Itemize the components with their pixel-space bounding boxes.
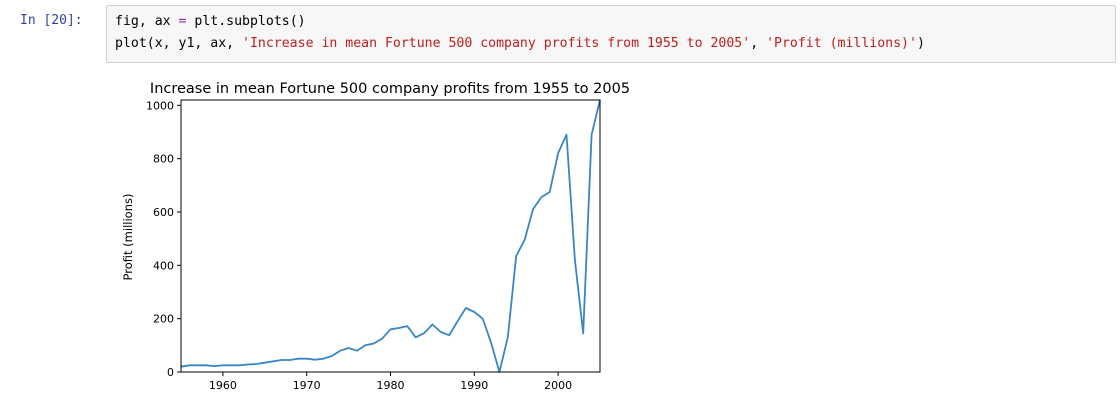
cell-prompt: In [20]: xyxy=(20,13,83,28)
x-tick-label: 1990 xyxy=(460,379,488,392)
code-line-2: plot(x, y1, ax, 'Increase in mean Fortun… xyxy=(115,36,925,51)
code-operator: = xyxy=(178,14,187,29)
code-string: 'Increase in mean Fortune 500 company pr… xyxy=(242,36,751,51)
y-tick-label: 200 xyxy=(153,313,174,326)
code-cell-input[interactable]: fig, ax = plt.subplots() plot(x, y1, ax,… xyxy=(106,5,1116,63)
code-line-1: fig, ax = plt.subplots() xyxy=(115,14,306,29)
code-token: fig, ax xyxy=(115,14,179,29)
y-axis: 0 200 400 600 800 1000 xyxy=(146,99,181,379)
x-tick-label: 2000 xyxy=(544,379,572,392)
code-token: , xyxy=(750,36,767,51)
code-token: ) xyxy=(916,36,925,51)
x-tick-label: 1980 xyxy=(377,379,405,392)
y-axis-label: Profit (millions) xyxy=(121,194,135,281)
x-axis: 1960 1970 1980 1990 2000 xyxy=(209,372,572,392)
x-tick-label: 1970 xyxy=(293,379,321,392)
y-tick-label: 800 xyxy=(153,153,174,166)
code-token: plot(x, y1, ax, xyxy=(115,36,243,51)
x-tick-label: 1960 xyxy=(209,379,237,392)
y-tick-label: 0 xyxy=(167,366,174,379)
y-tick-label: 1000 xyxy=(146,99,174,112)
y-tick-label: 400 xyxy=(153,259,174,272)
code-token: plt.subplots() xyxy=(186,14,306,29)
series-line xyxy=(180,99,601,373)
chart-title: Increase in mean Fortune 500 company pro… xyxy=(150,81,630,97)
y-tick-label: 600 xyxy=(153,206,174,219)
code-string: 'Profit (millions)' xyxy=(766,36,917,51)
plot-area-frame xyxy=(180,99,601,373)
